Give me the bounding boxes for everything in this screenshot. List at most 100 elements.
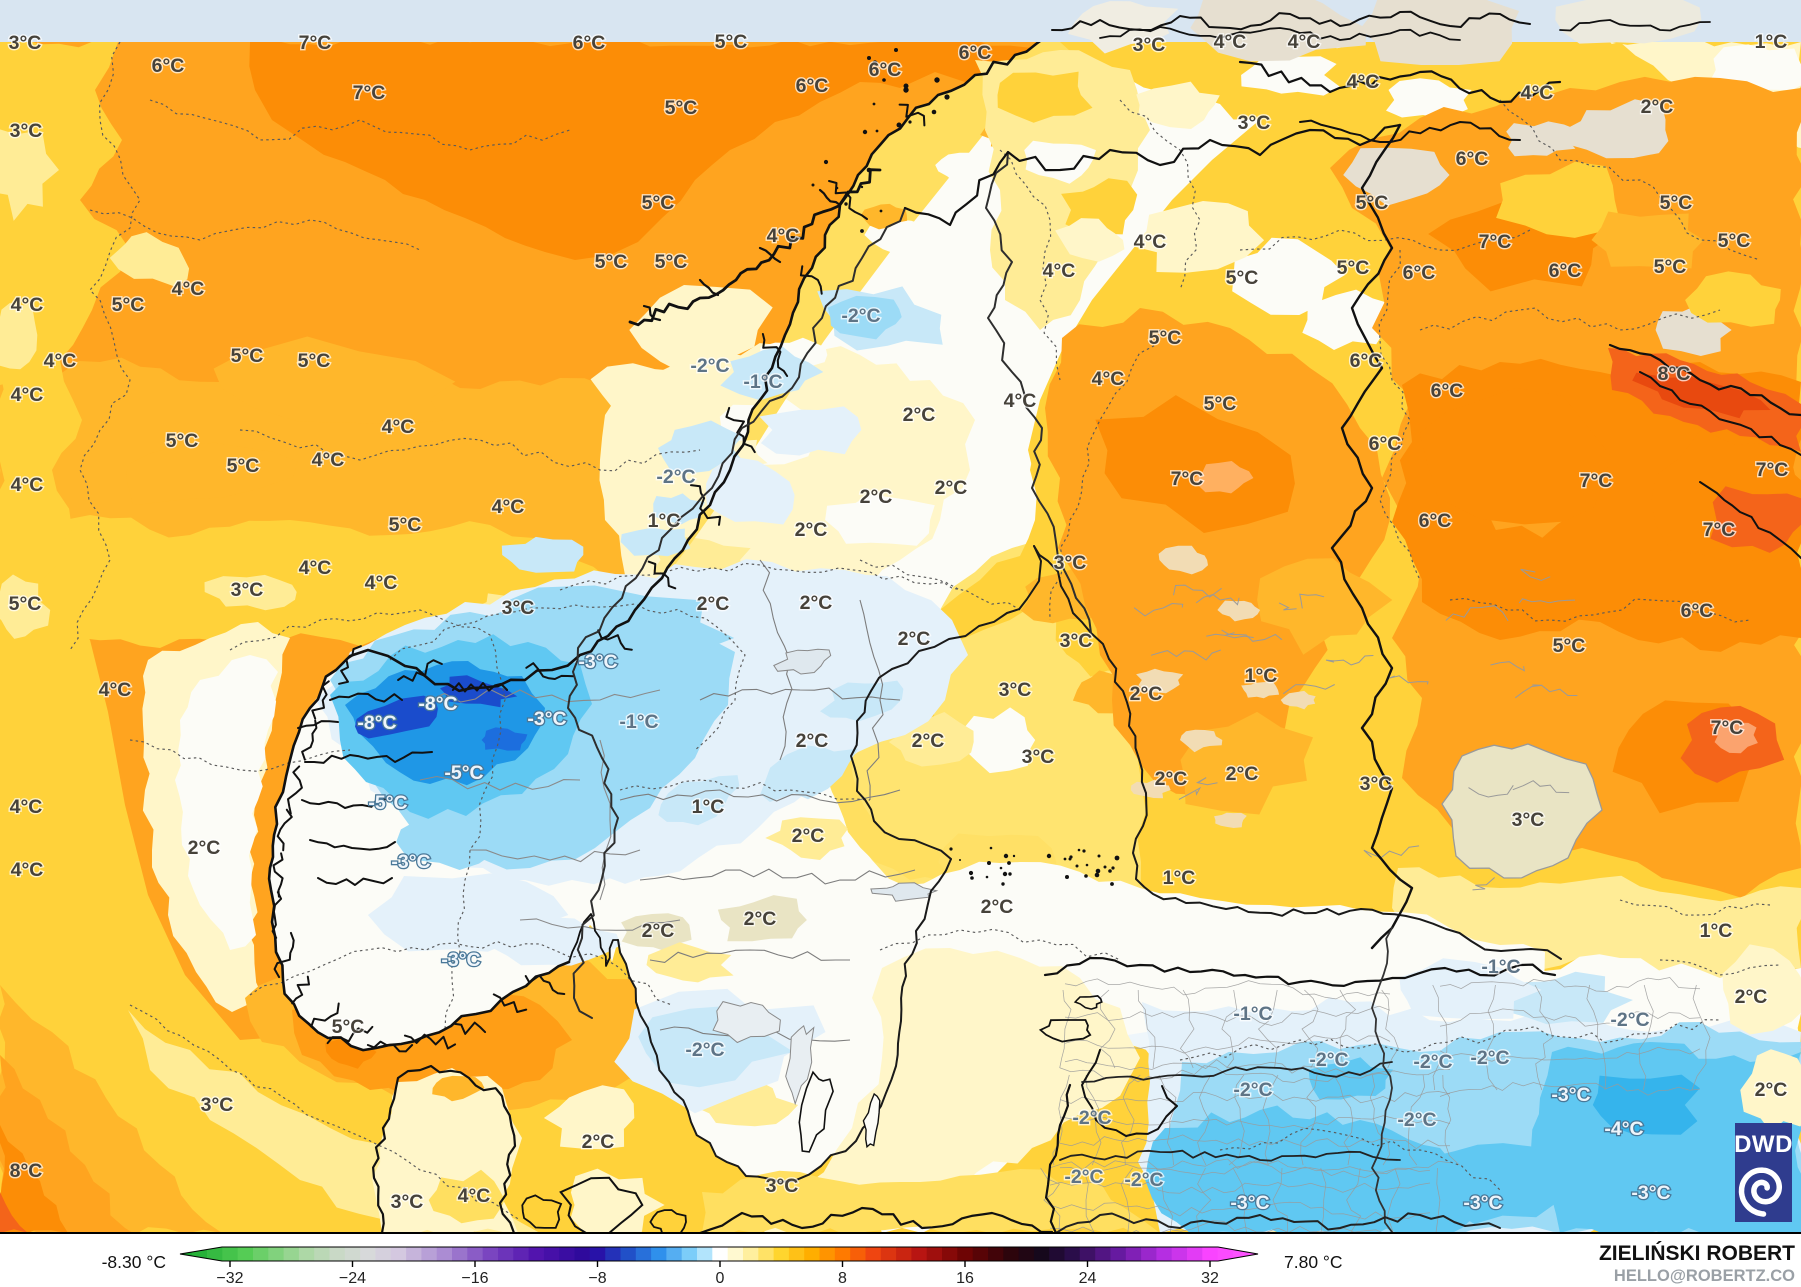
svg-text:6°C: 6°C [796, 75, 829, 97]
svg-text:-2°C: -2°C [656, 466, 695, 488]
svg-text:-2°C: -2°C [1413, 1051, 1452, 1073]
svg-text:4°C: 4°C [1347, 71, 1380, 93]
svg-text:-2°C: -2°C [690, 355, 729, 377]
svg-text:−16: −16 [461, 1270, 488, 1287]
svg-text:2°C: 2°C [642, 920, 675, 942]
svg-text:6°C: 6°C [1350, 350, 1383, 372]
svg-text:-2°C: -2°C [1470, 1047, 1509, 1069]
svg-text:4°C: 4°C [11, 474, 44, 496]
svg-text:7°C: 7°C [1171, 468, 1204, 490]
svg-text:3°C: 3°C [999, 679, 1032, 701]
svg-text:5°C: 5°C [1204, 393, 1237, 415]
svg-text:-3°C: -3°C [1551, 1084, 1590, 1106]
svg-text:-3°C: -3°C [1463, 1192, 1502, 1214]
svg-text:5°C: 5°C [642, 192, 675, 214]
svg-text:4°C: 4°C [365, 572, 398, 594]
svg-text:24: 24 [1079, 1270, 1097, 1287]
svg-text:4°C: 4°C [1214, 31, 1247, 53]
svg-text:4°C: 4°C [299, 557, 332, 579]
svg-text:3°C: 3°C [1360, 773, 1393, 795]
svg-text:-5°C: -5°C [368, 792, 407, 814]
svg-text:-2°C: -2°C [1233, 1079, 1272, 1101]
svg-text:-2°C: -2°C [841, 305, 880, 327]
svg-text:8°C: 8°C [1658, 363, 1691, 385]
svg-text:-1°C: -1°C [619, 711, 658, 733]
svg-text:-1°C: -1°C [1481, 956, 1520, 978]
svg-text:-5°C: -5°C [444, 762, 483, 784]
svg-text:5°C: 5°C [231, 345, 264, 367]
svg-text:5°C: 5°C [1654, 256, 1687, 278]
svg-text:-8°C: -8°C [357, 712, 396, 734]
svg-text:5°C: 5°C [1226, 267, 1259, 289]
svg-text:-2°C: -2°C [1610, 1009, 1649, 1031]
svg-text:1°C: 1°C [1245, 665, 1278, 687]
svg-text:8°C: 8°C [10, 1160, 43, 1182]
svg-text:2°C: 2°C [860, 486, 893, 508]
svg-text:5°C: 5°C [595, 251, 628, 273]
svg-text:3°C: 3°C [502, 597, 535, 619]
svg-text:4°C: 4°C [11, 294, 44, 316]
svg-text:-3°C: -3°C [527, 708, 566, 730]
svg-text:HELLO@ROBERTZ.CO: HELLO@ROBERTZ.CO [1614, 1267, 1795, 1285]
svg-text:-8°C: -8°C [418, 693, 457, 715]
svg-text:-2°C: -2°C [1309, 1049, 1348, 1071]
svg-text:2°C: 2°C [744, 908, 777, 930]
svg-text:7°C: 7°C [353, 82, 386, 104]
svg-text:4°C: 4°C [1004, 390, 1037, 412]
svg-text:5°C: 5°C [227, 455, 260, 477]
svg-text:1°C: 1°C [1755, 31, 1788, 53]
svg-text:4°C: 4°C [767, 225, 800, 247]
svg-text:-1°C: -1°C [1233, 1003, 1272, 1025]
svg-text:5°C: 5°C [332, 1016, 365, 1038]
svg-text:4°C: 4°C [458, 1185, 491, 1207]
svg-text:−32: −32 [216, 1270, 243, 1287]
svg-text:DWD: DWD [1734, 1131, 1793, 1158]
svg-text:4°C: 4°C [1043, 260, 1076, 282]
svg-text:3°C: 3°C [1060, 630, 1093, 652]
svg-text:2°C: 2°C [1755, 1079, 1788, 1101]
svg-text:-3°C: -3°C [391, 851, 430, 873]
svg-text:5°C: 5°C [298, 350, 331, 372]
svg-text:7°C: 7°C [1711, 717, 1744, 739]
svg-text:3°C: 3°C [391, 1191, 424, 1213]
svg-text:2°C: 2°C [1155, 768, 1188, 790]
svg-text:5°C: 5°C [665, 97, 698, 119]
svg-text:3°C: 3°C [10, 120, 43, 142]
svg-text:2°C: 2°C [981, 896, 1014, 918]
svg-text:5°C: 5°C [389, 514, 422, 536]
svg-text:6°C: 6°C [1549, 260, 1582, 282]
svg-text:5°C: 5°C [1718, 230, 1751, 252]
svg-text:2°C: 2°C [1641, 96, 1674, 118]
svg-text:5°C: 5°C [1149, 327, 1182, 349]
svg-text:4°C: 4°C [10, 796, 43, 818]
svg-text:2°C: 2°C [1226, 763, 1259, 785]
svg-text:-1°C: -1°C [743, 371, 782, 393]
svg-text:7°C: 7°C [1756, 459, 1789, 481]
svg-text:4°C: 4°C [1134, 231, 1167, 253]
svg-text:8: 8 [838, 1270, 847, 1287]
svg-text:2°C: 2°C [800, 592, 833, 614]
svg-text:-3°C: -3°C [1230, 1192, 1269, 1214]
svg-text:6°C: 6°C [1369, 433, 1402, 455]
svg-text:-3°C: -3°C [578, 651, 617, 673]
svg-text:3°C: 3°C [766, 1175, 799, 1197]
svg-text:−24: −24 [339, 1270, 366, 1287]
svg-text:6°C: 6°C [152, 55, 185, 77]
svg-text:3°C: 3°C [1512, 809, 1545, 831]
svg-text:5°C: 5°C [1337, 257, 1370, 279]
svg-text:4°C: 4°C [99, 679, 132, 701]
svg-text:7°C: 7°C [1479, 231, 1512, 253]
svg-text:16: 16 [956, 1270, 974, 1287]
svg-text:2°C: 2°C [1735, 986, 1768, 1008]
svg-text:3°C: 3°C [231, 579, 264, 601]
svg-text:4°C: 4°C [172, 278, 205, 300]
svg-text:-2°C: -2°C [1064, 1166, 1103, 1188]
svg-text:4°C: 4°C [1288, 31, 1321, 53]
svg-text:2°C: 2°C [898, 628, 931, 650]
svg-text:1°C: 1°C [1163, 867, 1196, 889]
svg-text:2°C: 2°C [1130, 683, 1163, 705]
svg-text:-8.30 °C: -8.30 °C [102, 1252, 166, 1272]
svg-text:7°C: 7°C [1703, 519, 1736, 541]
svg-text:2°C: 2°C [796, 730, 829, 752]
svg-text:-2°C: -2°C [685, 1039, 724, 1061]
